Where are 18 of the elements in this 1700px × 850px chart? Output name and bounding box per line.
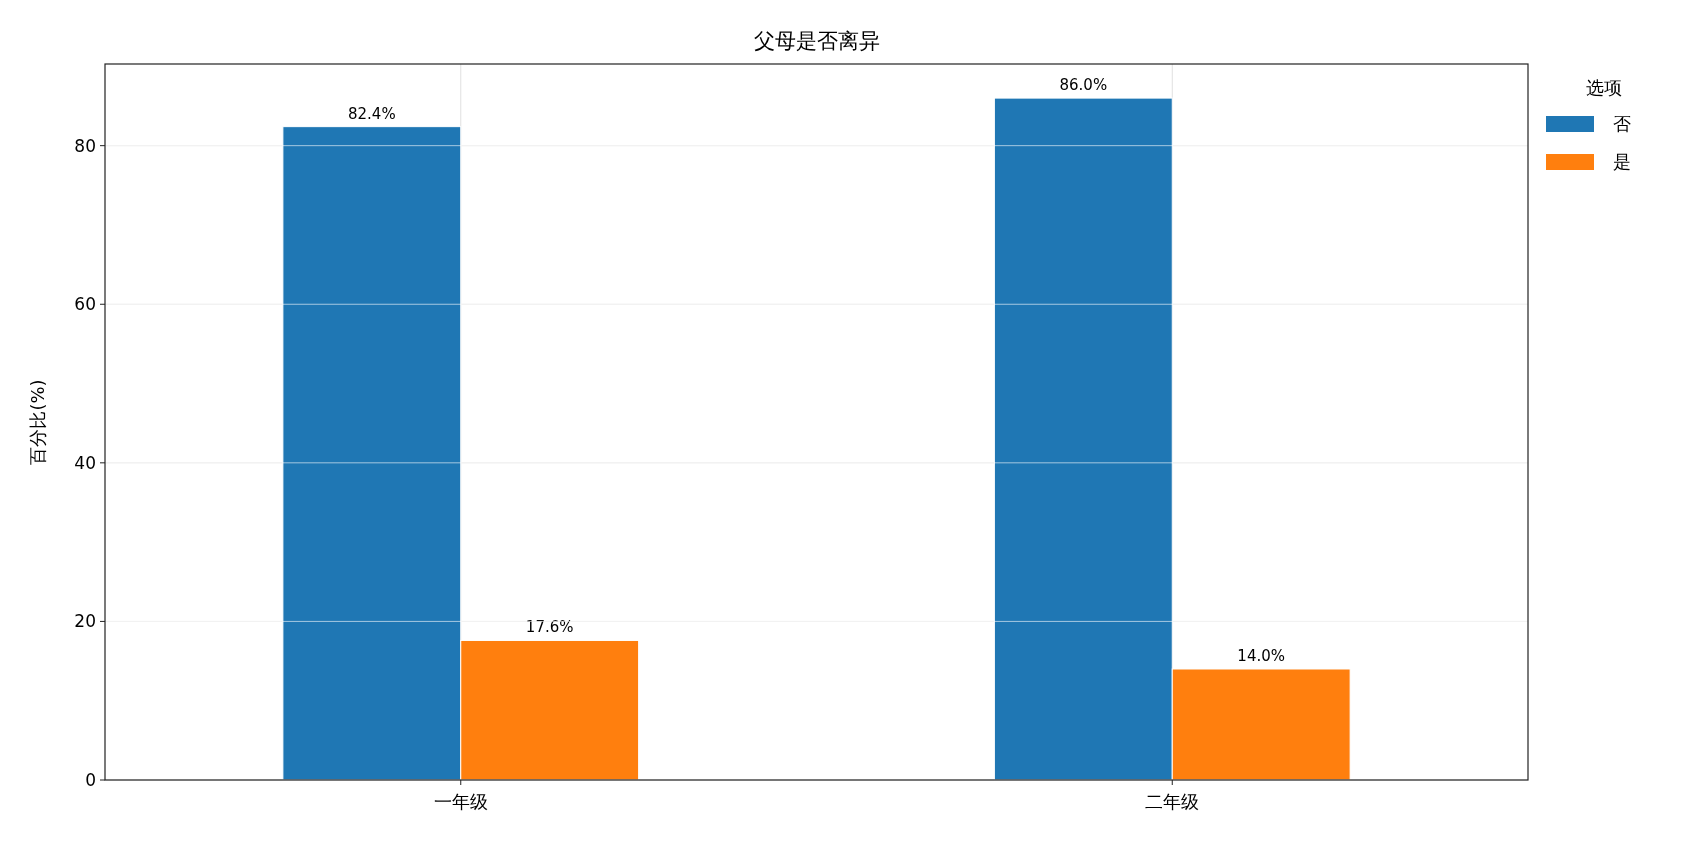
y-tick-label: 60 bbox=[74, 294, 96, 315]
x-tick-label: 一年级 bbox=[433, 791, 488, 812]
chart-title: 父母是否离异 bbox=[753, 29, 880, 53]
y-tick-label: 0 bbox=[85, 770, 96, 790]
x-tick-label: 二年级 bbox=[1145, 791, 1200, 812]
y-tick-label: 20 bbox=[74, 611, 96, 632]
bar bbox=[282, 126, 462, 781]
y-tick-label: 80 bbox=[74, 135, 96, 156]
y-tick-label: 40 bbox=[74, 452, 96, 473]
data-label: 86.0% bbox=[1059, 76, 1108, 95]
bar bbox=[993, 97, 1173, 781]
y-axis-title: 百分比(%) bbox=[27, 379, 48, 465]
legend-title: 选项 bbox=[1586, 77, 1622, 98]
data-label: 82.4% bbox=[347, 104, 396, 123]
legend-label: 否 bbox=[1613, 113, 1631, 134]
legend-label: 是 bbox=[1613, 151, 1631, 172]
data-label: 14.0% bbox=[1237, 646, 1286, 665]
data-label: 17.6% bbox=[525, 618, 574, 637]
